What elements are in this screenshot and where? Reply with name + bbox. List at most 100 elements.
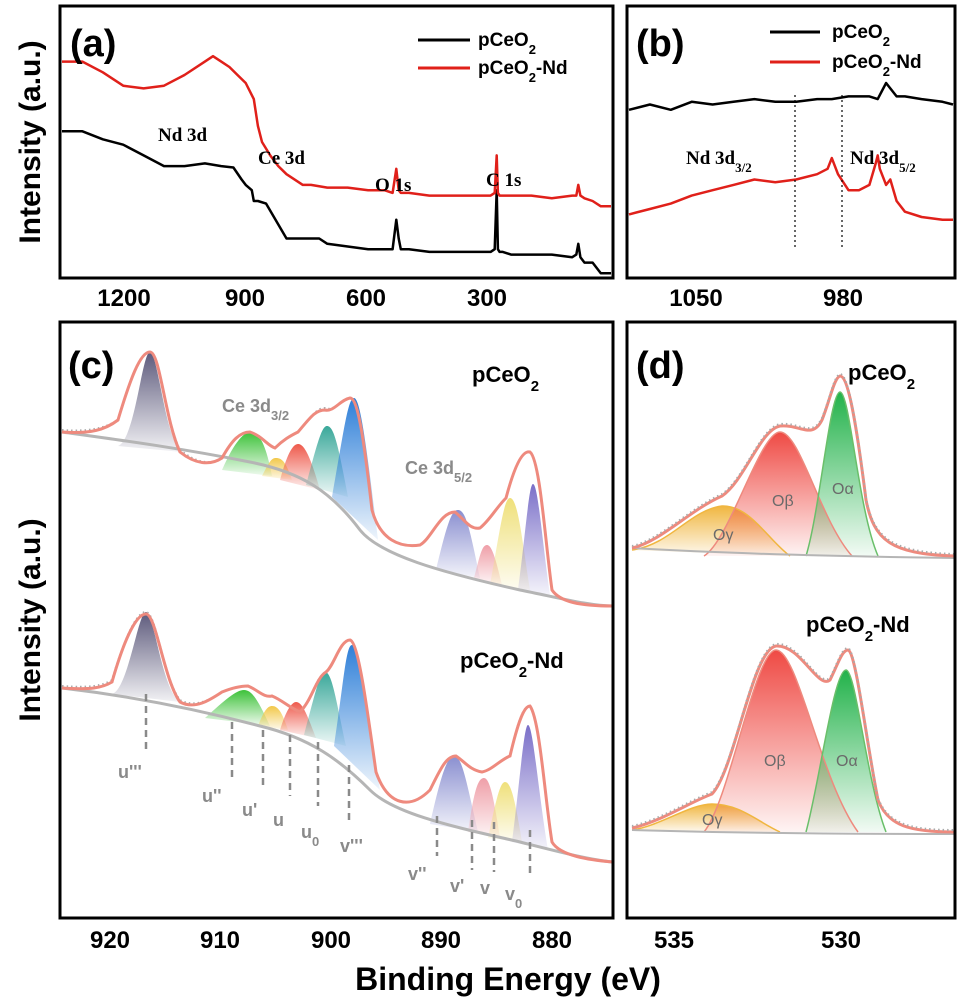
- c-top-background-line: [61, 430, 614, 608]
- panel-a-x-ticks: 1200 900 600 300: [97, 285, 507, 312]
- d-top-background-line: [631, 547, 956, 559]
- panel-c-label: (c): [68, 345, 114, 387]
- d-bottom-label-ob: Oβ: [764, 753, 786, 770]
- panel-b-label: (b): [636, 23, 685, 65]
- c-bottom-peak-v2: [430, 756, 478, 832]
- annotation-nd-3d32: Nd 3d3/2: [686, 148, 752, 175]
- c-top-peak-v2: [436, 510, 480, 578]
- c-bottom-peak-v3: [334, 645, 380, 790]
- y-axis-label-top: Intensity (a.u.): [14, 40, 47, 243]
- c-bottom-background-fill: [62, 688, 613, 900]
- d-top-peak-oa: [806, 392, 878, 556]
- x-tick-label: 890: [421, 927, 461, 954]
- marker-label-u: u: [273, 810, 284, 830]
- marker-label-u2: u'': [202, 786, 222, 806]
- c-peak-marker-labels: u''' u'' u' u u0 v''' v'' v' v v0: [118, 762, 522, 911]
- c-top-envelope: [61, 350, 614, 608]
- annotation-o-1s: O 1s: [375, 175, 411, 196]
- marker-label-v: v: [480, 878, 490, 898]
- c-bottom-spectrum: [61, 610, 614, 900]
- d-bottom-peak-oa-line: [805, 669, 887, 833]
- annotation-ce-3d: Ce 3d: [258, 148, 305, 169]
- c-bottom-background-line: [61, 686, 614, 864]
- d-bottom-label-oa: Oα: [836, 753, 858, 770]
- x-tick-label: 1200: [97, 285, 150, 312]
- c-series-label-pceo2-nd: pCeO2-Nd: [460, 648, 564, 681]
- panel-d: Oγ Oβ Oα Oγ Oβ Oα pCeO2 pCeO2-Nd (d) 535…: [625, 320, 957, 954]
- y-axis-label-bottom: Intensity (a.u.): [14, 518, 47, 721]
- panel-b-x-ticks: 1050 980: [669, 285, 863, 312]
- c-top-spectrum: [61, 350, 614, 640]
- c-top-peak-v0: [518, 484, 550, 595]
- d-bottom-peak-oa: [806, 670, 886, 832]
- annotation-nd-3d: Nd 3d: [158, 125, 208, 146]
- c-bottom-peak-u3: [112, 612, 180, 702]
- d-bottom-spectrum: [631, 642, 956, 835]
- panel-a-frame: [58, 4, 615, 280]
- d-bottom-label-og: Oγ: [702, 812, 722, 829]
- panel-b: (b) pCeO2 pCeO2-Nd Nd 3d3/2 Nd 3d5/2 105…: [625, 4, 957, 312]
- d-top-label-ob: Oβ: [772, 493, 794, 510]
- c-bottom-envelope: [61, 612, 614, 864]
- d-bottom-peak-og-line: [631, 803, 781, 833]
- panel-a: (a) pCeO2 pCeO2-Nd Nd 3d Ce 3d O 1s C 1s…: [58, 4, 615, 312]
- x-tick-label: 600: [346, 285, 386, 312]
- x-tick-label: 980: [823, 285, 863, 312]
- panel-c-x-ticks: 920 910 900 890 880: [90, 927, 572, 954]
- legend-a-entry-2: pCeO2-Nd: [478, 58, 568, 85]
- series-line-pceo2-nd: [628, 154, 953, 221]
- c-top-peak-v3: [332, 398, 378, 540]
- c-series-label-pceo2: pCeO2: [472, 362, 539, 395]
- marker-label-v3: v''': [340, 836, 363, 856]
- annotation-c-1s: C 1s: [486, 170, 521, 191]
- c-bottom-peak-v0: [512, 725, 548, 850]
- region-label-ce-3d52: Ce 3d5/2: [405, 458, 472, 485]
- x-tick-label: 910: [200, 927, 240, 954]
- series-line-pceo2: [62, 130, 611, 275]
- d-top-peak-ob-line: [703, 431, 853, 557]
- c-bottom-peak-v: [488, 782, 522, 842]
- legend-a-entry-1: pCeO2: [478, 30, 536, 57]
- d-top-peak-oa-line: [805, 391, 879, 557]
- panel-d-label: (d): [636, 345, 685, 387]
- marker-label-v1: v': [450, 876, 464, 896]
- x-tick-label: 535: [654, 927, 694, 954]
- c-top-peak-u2: [222, 432, 272, 476]
- d-series-label-pceo2: pCeO2: [848, 360, 915, 393]
- marker-label-u3: u''': [118, 762, 142, 782]
- d-top-peak-og-line: [631, 505, 791, 557]
- c-bottom-peak-u1: [258, 706, 288, 730]
- c-top-background-fill: [62, 432, 613, 640]
- marker-label-u1: u': [242, 800, 257, 820]
- panel-d-x-ticks: 535 530: [654, 927, 861, 954]
- panel-c-frame: [58, 320, 615, 920]
- d-top-label-oa: Oα: [832, 481, 854, 498]
- panel-b-frame: [625, 4, 957, 280]
- annotation-nd-3d52: Nd 3d5/2: [850, 148, 916, 175]
- d-top-spectrum: [631, 372, 956, 559]
- series-line-pceo2-nd: [62, 54, 611, 208]
- marker-label-v0: v0: [505, 884, 522, 911]
- d-top-raw-data: [631, 372, 956, 555]
- x-tick-label: 900: [311, 927, 351, 954]
- region-label-ce-3d32: Ce 3d3/2: [222, 396, 289, 423]
- x-tick-label: 920: [90, 927, 130, 954]
- marker-label-u0: u0: [301, 822, 319, 849]
- panel-a-plot-area: [62, 54, 611, 275]
- x-tick-label: 530: [821, 927, 861, 954]
- panel-b-plot-area: [628, 81, 954, 221]
- series-line-pceo2: [628, 81, 954, 112]
- marker-label-v2: v'': [408, 864, 427, 884]
- x-tick-label: 900: [225, 285, 265, 312]
- legend-b-entry-1: pCeO2: [832, 22, 890, 49]
- c-peak-markers: [144, 694, 532, 878]
- x-tick-label: 300: [467, 285, 507, 312]
- d-bottom-peak-ob-line: [703, 649, 859, 833]
- c-top-peak-u3: [118, 352, 182, 452]
- d-bottom-background-line: [631, 829, 956, 835]
- c-bottom-peak-u0: [304, 672, 346, 746]
- x-tick-label: 1050: [669, 285, 722, 312]
- d-top-label-og: Oγ: [713, 527, 733, 544]
- panel-d-frame: [625, 320, 957, 920]
